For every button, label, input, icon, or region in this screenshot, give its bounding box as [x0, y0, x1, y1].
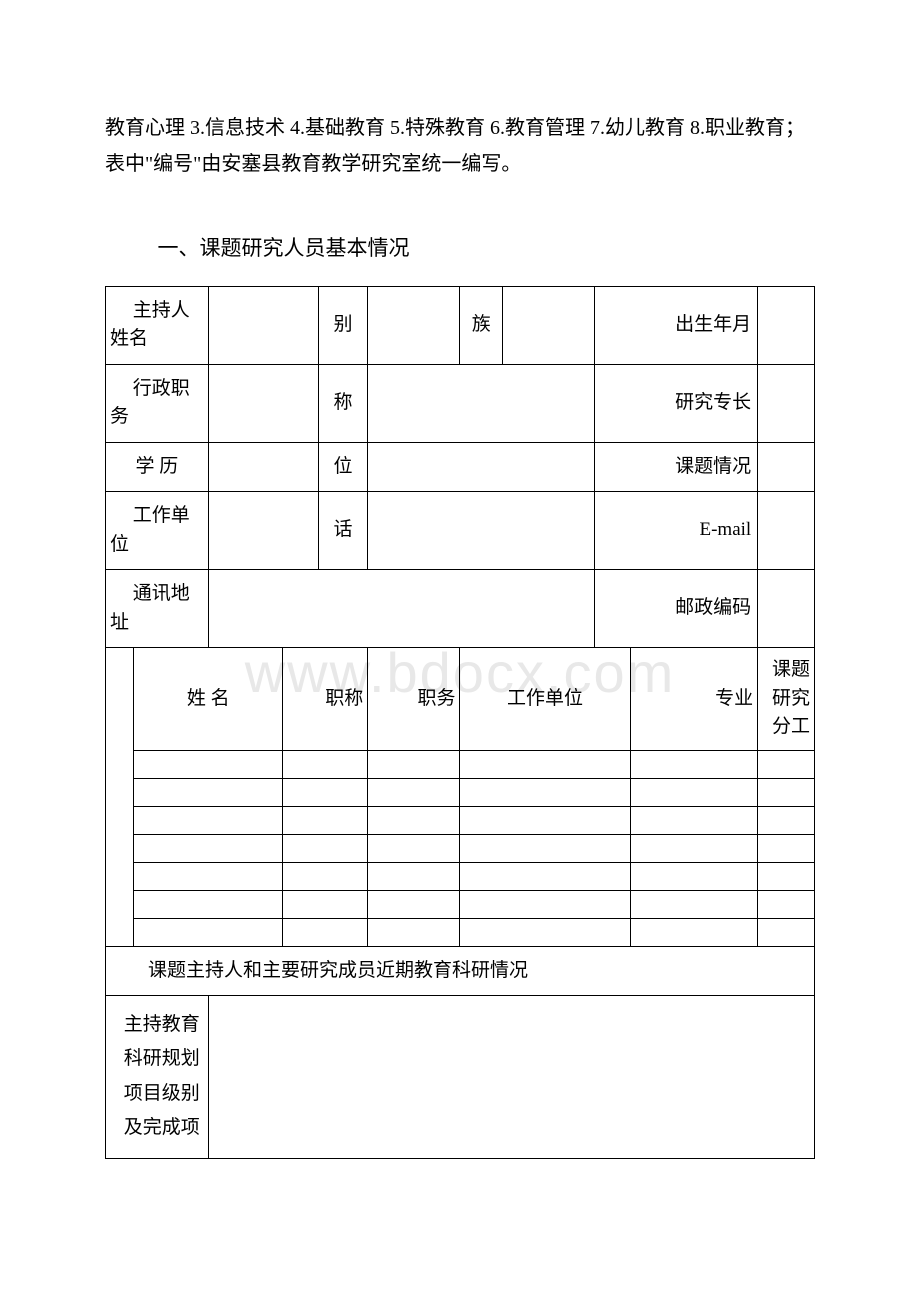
label-member-role: 课题研究分工	[758, 648, 815, 751]
value-host-name	[208, 286, 318, 364]
label-admin-position: 行政职务	[106, 364, 209, 442]
label-host-name: 主持人姓名	[106, 286, 209, 364]
row-member-header: 姓 名 职称 职务 工作单位 专业 课题研究分工	[106, 648, 815, 751]
label-title: 称	[318, 364, 368, 442]
label-member-major: 专业	[630, 648, 758, 751]
bottom-line-1: 主持教育	[110, 1010, 200, 1040]
bottom-line-4: 及完成项	[110, 1113, 200, 1143]
member-row	[106, 750, 815, 778]
value-birth	[758, 286, 815, 364]
member-row	[106, 778, 815, 806]
label-gender: 别	[318, 286, 368, 364]
member-side-label	[106, 648, 134, 947]
row-education: 学 历 位 课题情况	[106, 442, 815, 492]
label-research-history: 课题主持人和主要研究成员近期教育科研情况	[106, 946, 815, 996]
row-bottom-section: 主持教育 科研规划 项目级别 及完成项	[106, 996, 815, 1159]
value-phone	[368, 492, 595, 570]
value-email	[758, 492, 815, 570]
row-address: 通讯地址 邮政编码	[106, 570, 815, 648]
label-email: E-mail	[595, 492, 758, 570]
label-member-title: 职称	[283, 648, 368, 751]
value-gender	[368, 286, 460, 364]
value-postal	[758, 570, 815, 648]
row-research-history: 课题主持人和主要研究成员近期教育科研情况	[106, 946, 815, 996]
label-member-unit: 工作单位	[460, 648, 630, 751]
label-work-unit: 工作单位	[106, 492, 209, 570]
value-admin-position	[208, 364, 318, 442]
row-host-name: 主持人姓名 别 族 出生年月	[106, 286, 815, 364]
label-education: 学 历	[106, 442, 209, 492]
value-ethnicity	[502, 286, 594, 364]
label-phone: 话	[318, 492, 368, 570]
member-row	[106, 862, 815, 890]
label-member-name: 姓 名	[134, 648, 283, 751]
value-degree	[368, 442, 595, 492]
label-research-specialty: 研究专长	[595, 364, 758, 442]
row-work-unit: 工作单位 话 E-mail	[106, 492, 815, 570]
label-degree: 位	[318, 442, 368, 492]
value-address	[208, 570, 594, 648]
bottom-line-2: 科研规划	[110, 1044, 200, 1074]
label-topic-status: 课题情况	[595, 442, 758, 492]
member-row	[106, 806, 815, 834]
member-row	[106, 834, 815, 862]
label-member-position: 职务	[368, 648, 460, 751]
bottom-left-label: 主持教育 科研规划 项目级别 及完成项	[106, 996, 209, 1159]
member-row	[106, 918, 815, 946]
value-work-unit	[208, 492, 318, 570]
label-postal: 邮政编码	[595, 570, 758, 648]
intro-paragraph: 教育心理 3.信息技术 4.基础教育 5.特殊教育 6.教育管理 7.幼儿教育 …	[105, 110, 815, 182]
section-heading: 一、课题研究人员基本情况	[105, 232, 815, 266]
member-row	[106, 890, 815, 918]
value-education	[208, 442, 318, 492]
label-address: 通讯地址	[106, 570, 209, 648]
label-birth: 出生年月	[595, 286, 758, 364]
value-research-specialty	[758, 364, 815, 442]
row-admin: 行政职务 称 研究专长	[106, 364, 815, 442]
value-title	[368, 364, 595, 442]
label-ethnicity: 族	[460, 286, 503, 364]
bottom-content	[208, 996, 814, 1159]
bottom-line-3: 项目级别	[110, 1079, 200, 1109]
value-topic-status	[758, 442, 815, 492]
personnel-table: 主持人姓名 别 族 出生年月 行政职务 称 研究专长 学 历 位 课题情况	[105, 286, 815, 1159]
